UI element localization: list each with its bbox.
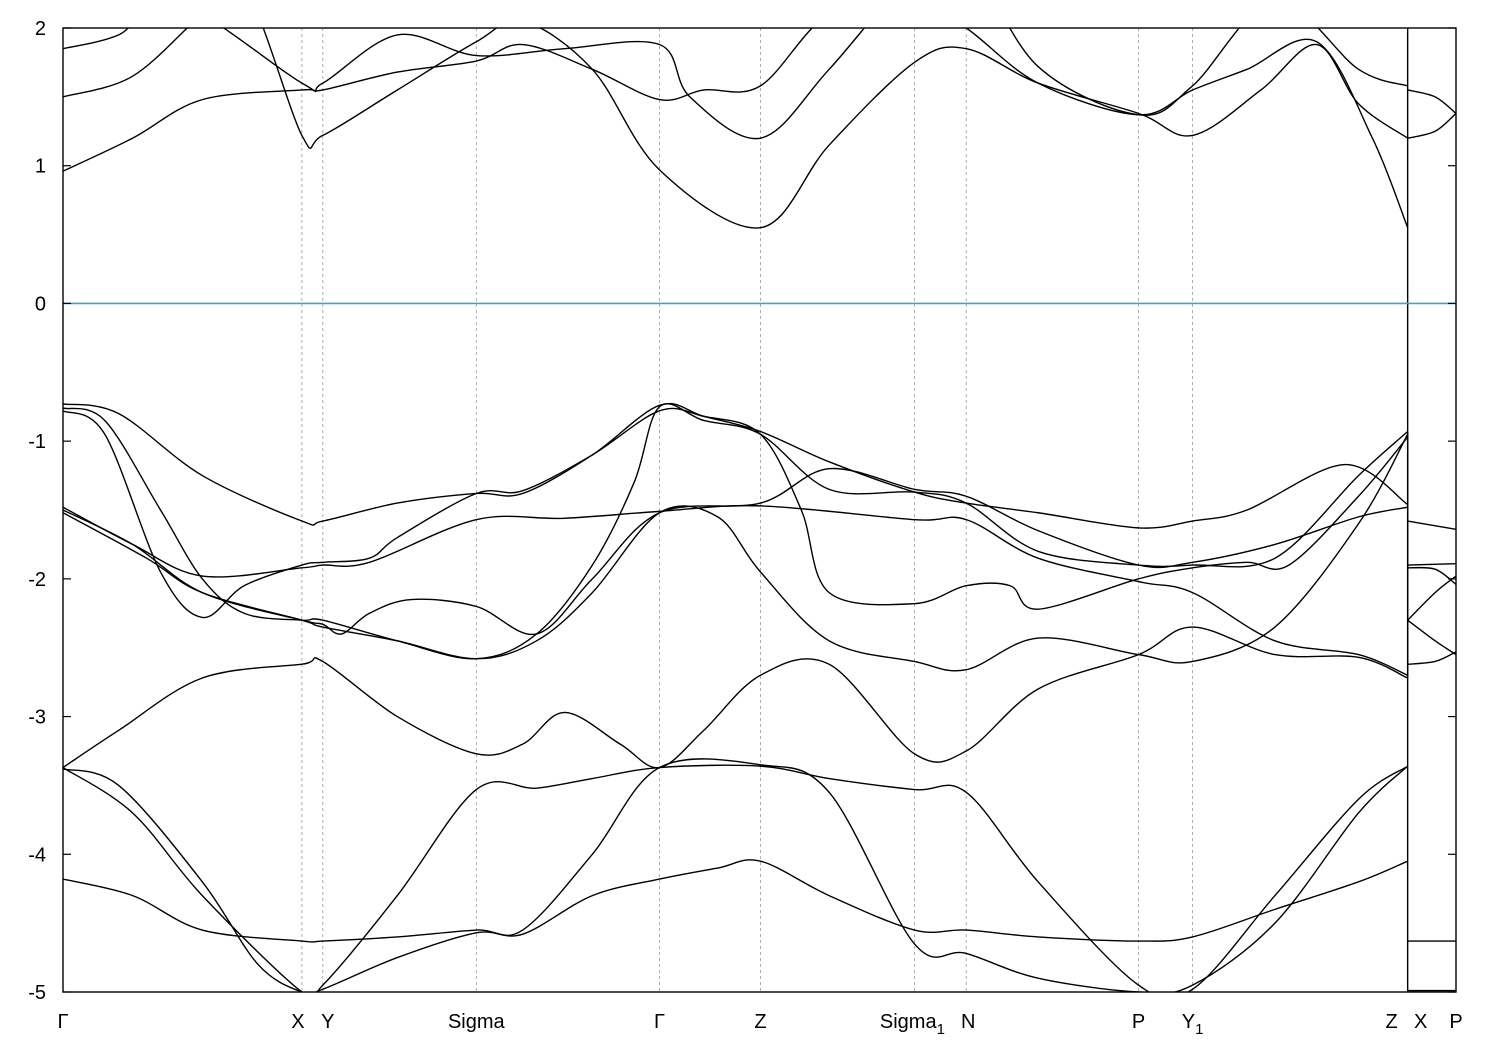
band-11 (63, 28, 1409, 229)
band-8 (63, 764, 1409, 992)
x-axis-ticks: Γ X Y Sigma Γ Z Sigma1 N P Y1 Z X P (57, 1011, 1462, 1038)
band-1 (63, 403, 1409, 660)
band-23 (1407, 112, 1456, 139)
x-tick-label-7: N (961, 1011, 975, 1033)
x-tick-label-9: Y1 (1182, 1011, 1204, 1038)
band-19 (1407, 575, 1456, 621)
y-tick-label-4: -2 (28, 569, 46, 591)
band-4 (63, 467, 1408, 636)
x-tick-label-5: Z (754, 1011, 766, 1033)
band-3 (63, 504, 1408, 676)
y-axis-ticks: 2 1 0 -1 -2 -3 -4 -5 (28, 18, 1456, 1004)
y-tick-label-0: 2 (35, 18, 46, 40)
kpoint-gridlines (301, 28, 1409, 992)
x-tick-label-12: P (1449, 1011, 1462, 1033)
x-tick-label-6: Sigma1 (880, 1011, 945, 1038)
band-22 (1407, 89, 1456, 114)
band-14 (1407, 520, 1456, 530)
band-16 (1407, 566, 1456, 585)
band-5 (63, 626, 1408, 769)
band-6 (63, 768, 1408, 992)
x-tick-label-3: Sigma (448, 1011, 506, 1033)
band-7 (63, 758, 1409, 992)
x-tick-label-10: Z (1386, 1011, 1398, 1033)
band-9 (63, 433, 1409, 672)
band-series (63, 28, 1456, 992)
band-12 (63, 28, 1408, 140)
y-tick-label-6: -4 (28, 844, 46, 866)
x-tick-label-4: Γ (654, 1011, 665, 1033)
x-tick-label-2: Y (321, 1011, 334, 1033)
x-tick-label-11: X (1414, 1011, 1427, 1033)
x-tick-label-8: P (1132, 1011, 1145, 1033)
y-tick-label-3: -1 (28, 431, 46, 453)
band-17 (1407, 619, 1456, 656)
y-tick-label-1: 1 (35, 156, 46, 178)
y-tick-label-5: -3 (28, 707, 46, 729)
band-18 (1407, 651, 1456, 665)
band-15 (1407, 563, 1456, 566)
x-tick-label-1: X (291, 1011, 304, 1033)
x-tick-label-0: Γ (57, 1011, 68, 1033)
y-tick-label-2: 0 (35, 293, 46, 315)
plot-frame (62, 27, 1457, 993)
y-tick-label-7: -5 (28, 982, 46, 1004)
band-10 (63, 28, 1409, 228)
band-2 (63, 407, 1409, 619)
